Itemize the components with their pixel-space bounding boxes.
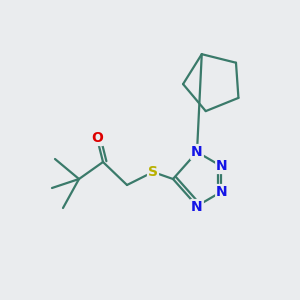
Text: N: N — [191, 145, 203, 159]
Text: N: N — [216, 159, 228, 173]
Text: N: N — [191, 200, 203, 214]
Text: S: S — [148, 165, 158, 179]
Text: O: O — [91, 131, 103, 145]
Text: N: N — [216, 185, 228, 199]
